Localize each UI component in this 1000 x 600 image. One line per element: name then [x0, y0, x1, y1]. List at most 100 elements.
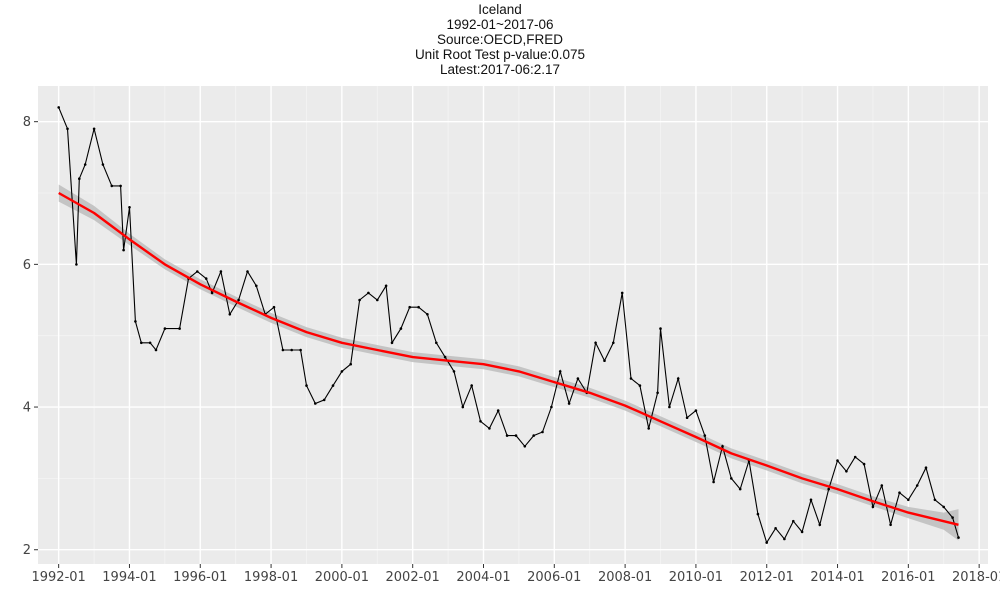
- x-tick-label: 1994-01: [102, 570, 156, 585]
- data-point: [246, 270, 249, 273]
- data-point: [668, 405, 671, 409]
- trend-line: [58, 191, 959, 526]
- data-point: [514, 434, 518, 437]
- data-point: [281, 348, 285, 352]
- data-point: [119, 184, 122, 188]
- data-point: [676, 377, 680, 380]
- y-tick-label: 6: [23, 258, 31, 273]
- data-point: [827, 487, 830, 491]
- data-point: [647, 427, 650, 430]
- data-point: [818, 523, 822, 527]
- title-line-latest: Latest:2017-06:2.17: [439, 62, 561, 77]
- minor-gridlines: [38, 86, 988, 564]
- data-point: [479, 420, 482, 423]
- y-tick-label: 4: [23, 401, 31, 416]
- data-point: [738, 487, 742, 491]
- data-point: [299, 348, 302, 352]
- data-point: [907, 498, 910, 502]
- data-point: [880, 484, 884, 487]
- data-point: [376, 298, 379, 302]
- data-point: [809, 498, 813, 502]
- data-point: [550, 405, 553, 409]
- confidence-band: [58, 184, 959, 541]
- data-point: [452, 370, 456, 373]
- data-point: [656, 391, 659, 395]
- data-point: [730, 477, 733, 480]
- data-point: [57, 106, 60, 109]
- data-point: [435, 341, 438, 345]
- data-point: [942, 505, 945, 509]
- x-tick-label: 2010-01: [669, 570, 723, 585]
- data-point: [78, 177, 81, 180]
- data-point: [703, 434, 707, 437]
- data-point: [399, 327, 403, 330]
- x-tick-label: 1996-01: [173, 570, 227, 585]
- data-point: [417, 305, 420, 309]
- data-point: [488, 427, 491, 430]
- data-point: [204, 277, 208, 280]
- data-point: [612, 341, 615, 345]
- data-point: [128, 206, 131, 209]
- major-gridlines: [38, 86, 988, 564]
- title-line-country: Iceland: [478, 2, 522, 17]
- data-point: [75, 263, 78, 266]
- data-point: [845, 470, 848, 473]
- data-point: [638, 384, 642, 387]
- data-point: [541, 430, 544, 434]
- data-point: [66, 127, 69, 131]
- data-point: [783, 537, 786, 541]
- x-tick-label: 1998-01: [244, 570, 298, 585]
- y-axis: 2 4 6 8: [23, 115, 38, 558]
- y-tick-label: 8: [23, 115, 31, 130]
- title-line-period: 1992-01~2017-06: [446, 17, 554, 32]
- data-point: [558, 370, 562, 373]
- data-point: [756, 512, 760, 516]
- data-point: [924, 466, 928, 470]
- x-tick-label: 2016-01: [881, 570, 935, 585]
- data-point: [862, 462, 866, 466]
- data-point: [523, 445, 527, 448]
- x-tick-label: 2014-01: [810, 570, 864, 585]
- x-tick-label: 2008-01: [598, 570, 652, 585]
- data-point: [461, 405, 465, 409]
- series-points: [57, 106, 960, 544]
- data-point: [134, 320, 137, 323]
- data-point: [712, 480, 715, 484]
- data-point: [765, 541, 768, 544]
- data-point: [951, 516, 954, 519]
- data-point: [358, 298, 361, 302]
- data-point: [532, 434, 535, 437]
- data-point: [470, 384, 474, 387]
- data-point: [219, 270, 223, 273]
- data-point: [384, 284, 388, 288]
- data-point: [836, 459, 839, 462]
- data-point: [237, 298, 240, 302]
- data-point: [659, 327, 662, 330]
- data-point: [314, 402, 317, 405]
- data-point: [254, 284, 258, 288]
- data-point: [390, 341, 394, 345]
- data-point: [228, 313, 232, 316]
- data-point: [196, 270, 199, 273]
- data-point: [853, 455, 857, 459]
- data-point: [367, 291, 370, 295]
- data-point: [290, 348, 294, 352]
- x-tick-label: 2000-01: [315, 570, 369, 585]
- data-point: [685, 416, 689, 420]
- title-line-unit-root: Unit Root Test p-value:0.075: [414, 47, 586, 62]
- data-point: [800, 530, 804, 534]
- data-point: [83, 163, 87, 166]
- data-point: [915, 484, 919, 487]
- y-tick-label: 2: [23, 543, 31, 558]
- data-point: [148, 341, 152, 345]
- data-point: [322, 398, 326, 402]
- data-point: [110, 184, 114, 188]
- data-point: [792, 519, 795, 523]
- x-tick-label: 2002-01: [386, 570, 440, 585]
- x-tick-label: 1992-01: [31, 570, 85, 585]
- data-point: [349, 362, 353, 366]
- title-line-source: Source:OECD,FRED: [436, 32, 564, 47]
- data-point: [92, 127, 96, 131]
- data-point: [178, 327, 181, 330]
- data-point: [305, 384, 308, 387]
